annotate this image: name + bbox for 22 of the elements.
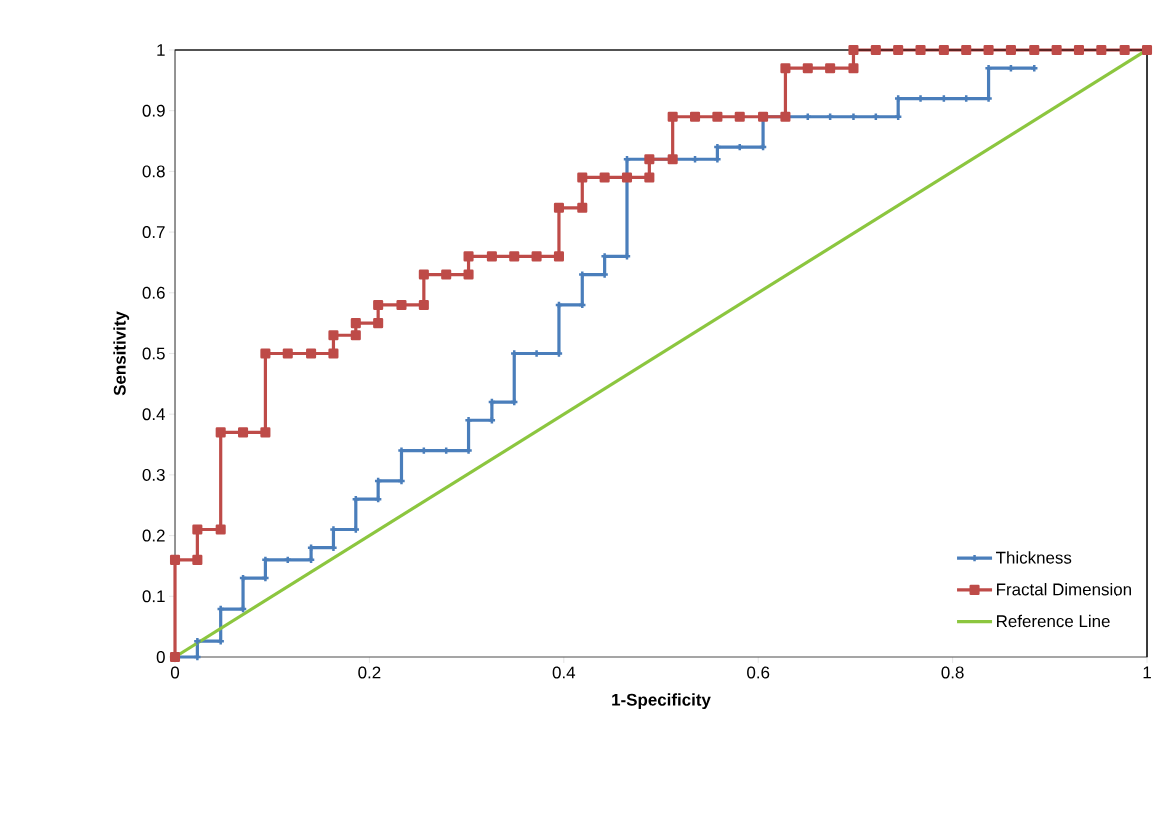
y-axis-title: Sensitivity: [113, 311, 130, 396]
y-tick-label: 0.5: [142, 347, 165, 360]
legend-label: Reference Line: [997, 614, 1110, 628]
y-tick-label: 1: [157, 44, 165, 56]
y-tick-label: 0.7: [142, 226, 165, 239]
x-tick-label: 0.4: [552, 666, 576, 679]
y-tick-label: 0.3: [142, 468, 165, 481]
y-tick-label: 0: [156, 650, 165, 663]
y-tick-label: 0.8: [142, 165, 165, 178]
legend-label: Fractal Dimension: [997, 583, 1131, 596]
x-tick-label: 0: [170, 666, 180, 679]
y-tick-label: 0.1: [142, 590, 165, 603]
x-axis-title: 1-Specificity: [612, 693, 711, 710]
y-tick-label: 0.9: [142, 104, 165, 117]
y-tick-label: 0.4: [142, 408, 165, 421]
x-tick-label: 1: [1143, 666, 1151, 679]
y-tick-label: 0.2: [142, 529, 165, 542]
y-tick-label: 0.6: [142, 286, 165, 299]
legend-label: Thickness: [996, 551, 1072, 564]
x-tick-label: 0.6: [747, 666, 770, 679]
x-tick-label: 0.8: [941, 666, 964, 679]
x-tick-label: 0.2: [358, 666, 381, 679]
